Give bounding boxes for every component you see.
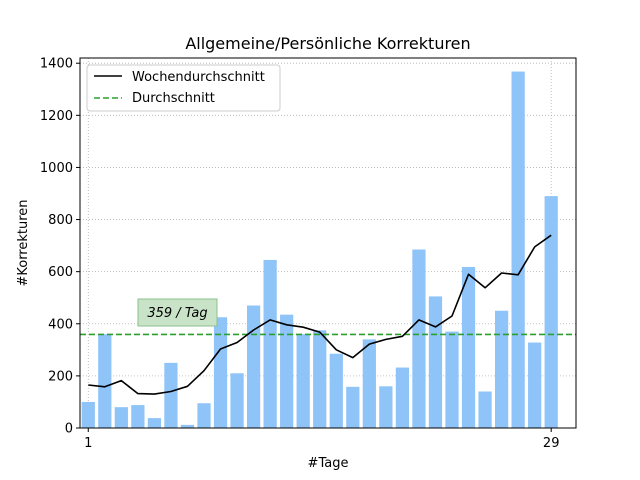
bar xyxy=(114,407,128,428)
bar xyxy=(544,196,558,428)
annotation-text: 359 / Tag xyxy=(147,306,207,321)
legend-average-label: Durchschnitt xyxy=(132,91,215,106)
bar xyxy=(197,403,211,428)
y-tick-label: 200 xyxy=(48,369,73,384)
bar xyxy=(346,386,360,428)
bar xyxy=(280,314,294,428)
y-tick-label: 0 xyxy=(65,422,73,437)
y-tick-label: 1200 xyxy=(40,109,73,124)
x-axis-label: #Tage xyxy=(308,456,349,471)
bar xyxy=(329,353,343,428)
bar xyxy=(164,362,178,428)
bar xyxy=(412,249,426,428)
bar xyxy=(263,259,277,428)
bar xyxy=(428,296,443,428)
bar xyxy=(147,418,162,428)
y-tick-label: 800 xyxy=(48,213,73,228)
y-tick-label: 400 xyxy=(48,317,73,332)
bar xyxy=(511,71,525,429)
bar xyxy=(180,424,195,428)
x-tick-label: 1 xyxy=(84,436,92,451)
legend-box xyxy=(86,64,281,112)
bar xyxy=(379,386,393,428)
bar xyxy=(445,331,459,428)
bar xyxy=(461,266,476,428)
bar xyxy=(528,342,542,428)
chart-title: Allgemeine/Persönliche Korrekturen xyxy=(185,34,470,53)
bar xyxy=(81,401,95,428)
weekly-line-layer xyxy=(88,234,552,395)
legend: Wochendurchschnitt Durchschnitt xyxy=(86,64,281,112)
bar xyxy=(131,405,145,428)
weekly-average-line xyxy=(88,234,552,395)
bar xyxy=(296,334,310,428)
tick-layer: 0 200 400 600 800 1000 1200 1400 1 29 xyxy=(40,57,560,451)
annotation: 359 / Tag xyxy=(137,298,218,327)
bar xyxy=(494,310,509,428)
bar xyxy=(395,367,410,428)
bar xyxy=(362,339,376,428)
legend-weekly-label: Wochendurchschnitt xyxy=(132,70,265,85)
bar xyxy=(246,305,261,428)
bar xyxy=(478,391,492,428)
y-axis-label: #Korrekturen xyxy=(16,199,31,286)
y-tick-label: 600 xyxy=(48,265,73,280)
bar xyxy=(313,330,327,428)
y-tick-label: 1000 xyxy=(40,161,73,176)
annotation-box xyxy=(137,298,218,327)
x-tick-label: 29 xyxy=(543,436,560,451)
y-tick-label: 1400 xyxy=(40,57,73,72)
bar-layer xyxy=(81,71,558,429)
bar xyxy=(98,334,112,428)
bar xyxy=(230,373,244,428)
plot-frame xyxy=(79,57,577,429)
bar xyxy=(213,317,228,428)
